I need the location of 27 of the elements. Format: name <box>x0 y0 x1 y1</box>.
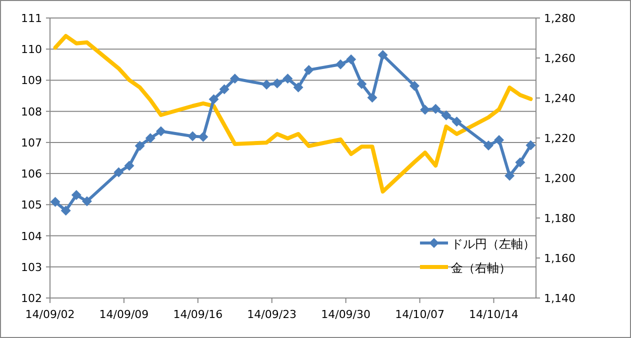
y2-tick-label: 1,280 <box>544 12 576 25</box>
y-tick-label: 109 <box>21 74 42 88</box>
x-tick-label: 14/10/07 <box>395 308 444 321</box>
x-tick-label: 14/09/23 <box>247 308 297 321</box>
x-tick-label: 14/09/02 <box>25 308 75 321</box>
y-tick-label: 102 <box>21 292 42 305</box>
y-tick-label: 106 <box>21 168 42 181</box>
legend-label: ドル円（左軸） <box>451 237 535 251</box>
y2-tick-label: 1,260 <box>544 52 576 65</box>
y-tick-label: 105 <box>21 198 42 212</box>
x-tick-label: 14/09/16 <box>173 308 223 321</box>
x-tick-label: 14/09/09 <box>99 308 149 321</box>
y-tick-label: 107 <box>21 136 42 150</box>
y-tick-label: 108 <box>21 105 42 118</box>
y2-tick-label: 1,200 <box>544 172 576 185</box>
y-tick-label: 111 <box>21 12 42 25</box>
y2-tick-label: 1,220 <box>544 132 576 145</box>
legend-label: 金（右軸） <box>451 261 511 275</box>
y2-tick-label: 1,180 <box>544 212 576 225</box>
y-tick-label: 110 <box>21 43 42 56</box>
y-tick-label: 103 <box>21 260 42 274</box>
x-tick-label: 14/10/14 <box>469 308 518 321</box>
y-tick-label: 104 <box>21 230 42 243</box>
y2-tick-label: 1,160 <box>544 252 576 265</box>
y2-tick-label: 1,240 <box>544 92 576 105</box>
x-tick-label: 14/09/30 <box>321 308 371 321</box>
y2-tick-label: 1,140 <box>544 292 576 305</box>
